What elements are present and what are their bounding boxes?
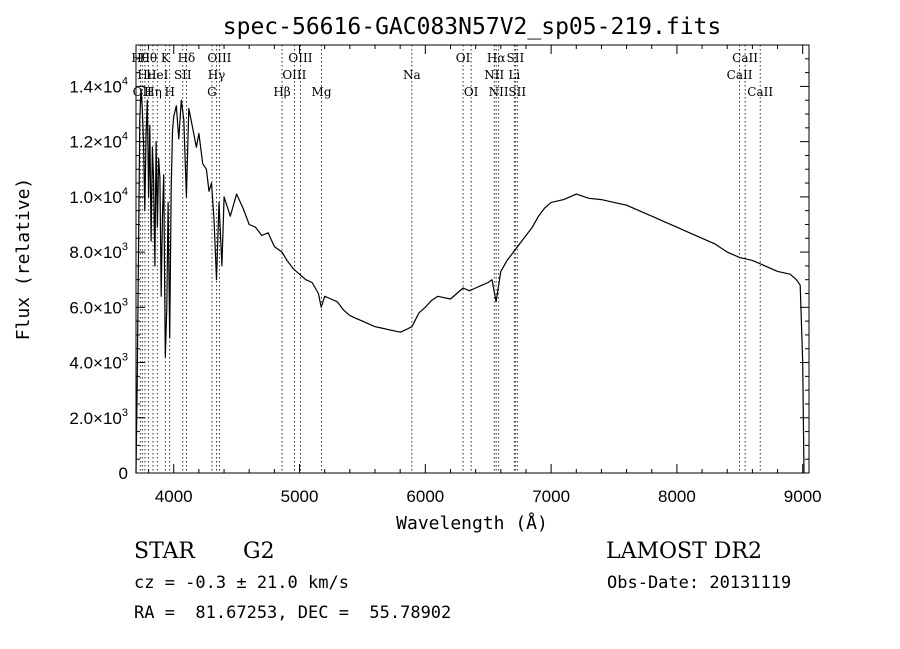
- line-marker-label: HeI: [146, 68, 169, 82]
- line-marker-label: OI: [456, 51, 471, 65]
- obs-date: Obs-Date: 20131119: [607, 573, 792, 593]
- line-marker-label: G: [207, 85, 217, 99]
- x-tick-label: 9000: [784, 487, 822, 506]
- line-marker-label: OII: [133, 85, 153, 99]
- line-marker-label: SII: [174, 68, 192, 82]
- coordinates-readout: RA = 81.67253, DEC = 55.78902: [134, 603, 452, 623]
- line-marker-label: OIII: [288, 51, 312, 65]
- y-tick-exponent: 4: [122, 131, 128, 143]
- line-marker-label: Li: [508, 68, 520, 82]
- survey-name: LAMOST DR2: [606, 539, 762, 564]
- line-marker-label: OIII: [282, 68, 306, 82]
- y-tick-label: 2.0×103: [69, 407, 128, 428]
- line-marker-label: OI: [464, 85, 479, 99]
- line-marker-label: SII: [508, 85, 526, 99]
- x-axis-label: Wavelength (Å): [396, 512, 548, 534]
- y-axis-label: Flux (relative): [13, 178, 34, 341]
- chart-title: spec-56616-GAC083N57V2_sp05-219.fits: [223, 14, 722, 40]
- line-marker-label: Hβ: [273, 85, 290, 99]
- y-tick-mantissa: 1.0×10: [69, 188, 121, 207]
- x-tick-label: 4000: [155, 487, 193, 506]
- y-axis: 02.0×1034.0×1036.0×1038.0×1031.0×1041.2×…: [69, 58, 809, 483]
- line-markers: HθOIIHιHθHηHeIKHSIIHδGHγOIIIHβOIIIOIIIMg…: [131, 45, 773, 473]
- y-tick-label: 0: [119, 464, 128, 483]
- line-marker-label: Hγ: [208, 68, 226, 82]
- line-marker-label: CaII: [727, 68, 753, 82]
- y-tick-mantissa: 1.4×10: [69, 77, 121, 96]
- line-marker-label: NII: [484, 68, 504, 82]
- y-tick-label: 8.0×103: [69, 241, 128, 262]
- y-tick-exponent: 4: [122, 186, 128, 198]
- x-tick-label: 8000: [658, 487, 696, 506]
- y-tick-exponent: 3: [122, 241, 128, 253]
- object-class: STAR: [134, 539, 195, 564]
- y-tick-exponent: 3: [122, 407, 128, 419]
- x-tick-label: 7000: [532, 487, 570, 506]
- object-subclass: G2: [243, 539, 275, 564]
- redshift-readout: cz = -0.3 ± 21.0 km/s: [134, 573, 349, 593]
- y-tick-label: 1.0×104: [69, 186, 128, 207]
- y-tick-mantissa: 1.2×10: [69, 133, 121, 152]
- line-marker-label: Hα: [487, 51, 506, 65]
- line-marker-label: CaII: [747, 85, 773, 99]
- y-tick-exponent: 3: [122, 296, 128, 308]
- line-marker-label: Na: [403, 68, 421, 82]
- line-marker-label: NII: [489, 85, 509, 99]
- y-tick-mantissa: 2.0×10: [69, 409, 121, 428]
- y-tick-label: 6.0×103: [69, 296, 128, 317]
- y-tick-mantissa: 0: [119, 464, 128, 483]
- line-marker-label: OIII: [207, 51, 231, 65]
- plot-frame: [135, 44, 810, 474]
- y-tick-mantissa: 6.0×10: [69, 298, 121, 317]
- line-marker-label: CaII: [732, 51, 758, 65]
- x-axis: 4000 5000 6000 7000 8000 9000: [148, 45, 822, 506]
- line-marker-label: K: [161, 51, 171, 65]
- x-tick-label: 6000: [406, 487, 444, 506]
- line-marker-label: Hθ: [139, 51, 157, 65]
- line-marker-label: Hδ: [178, 51, 196, 65]
- line-marker-label: Hη: [144, 85, 162, 99]
- y-tick-exponent: 3: [122, 352, 128, 364]
- line-marker-label: SII: [507, 51, 525, 65]
- y-tick-mantissa: 8.0×10: [69, 243, 121, 262]
- y-tick-label: 4.0×103: [69, 352, 128, 373]
- line-marker-label: Hι: [137, 68, 152, 82]
- y-tick-label: 1.2×104: [69, 131, 128, 152]
- y-tick-exponent: 4: [122, 75, 128, 87]
- y-tick-label: 1.4×104: [69, 75, 128, 96]
- spectrum-series-line: [135, 88, 805, 474]
- y-tick-mantissa: 4.0×10: [69, 354, 121, 373]
- line-marker-label: H: [164, 85, 174, 99]
- line-marker-label: Mg: [312, 85, 332, 99]
- x-tick-label: 5000: [281, 487, 319, 506]
